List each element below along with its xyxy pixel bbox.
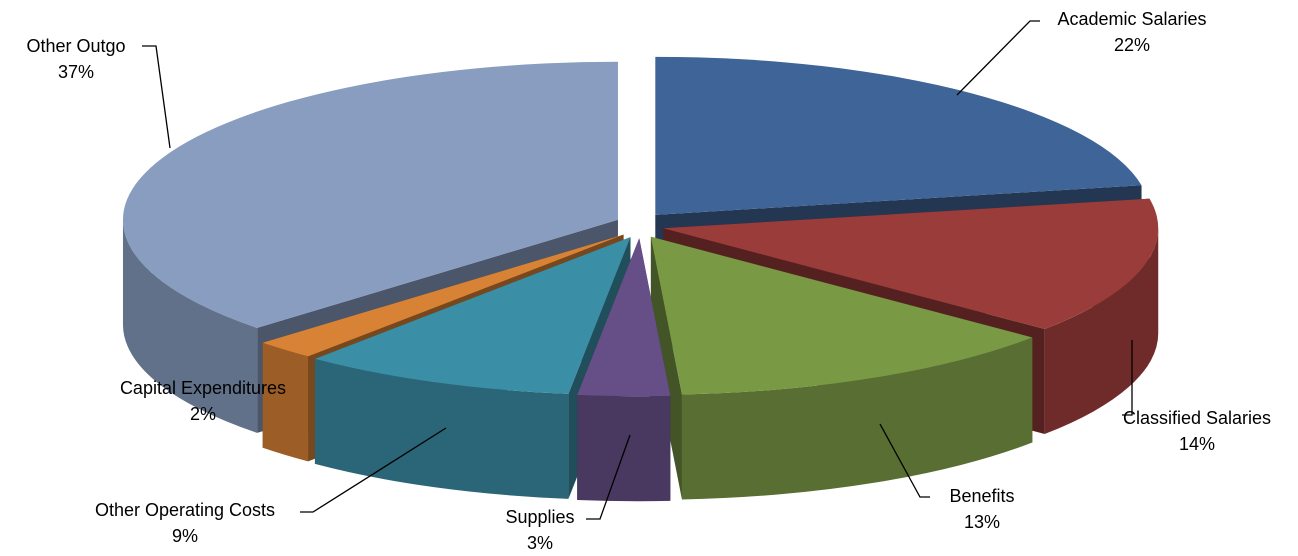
slice-label-other-operating-costs-value: 9% — [172, 526, 198, 546]
slice-label-other-operating-costs-name: Other Operating Costs — [95, 500, 275, 520]
slice-side-benefits — [681, 337, 1033, 500]
slice-label-capital-expenditures-name: Capital Expenditures — [120, 378, 286, 398]
slice-label-benefits-name: Benefits — [949, 486, 1014, 506]
slice-wall-benefits-end — [650, 236, 682, 500]
slice-label-supplies-name: Supplies — [505, 507, 574, 527]
slice-label-benefits-value: 13% — [964, 512, 1000, 532]
slice-top-other-operating-costs — [314, 237, 631, 394]
slice-side-supplies — [577, 394, 671, 502]
leader-line-benefits — [879, 423, 930, 498]
slice-top-supplies — [577, 238, 671, 397]
slice-label-academic-salaries-name: Academic Salaries — [1057, 9, 1206, 29]
slice-supplies — [577, 238, 671, 502]
slice-top-academic-salaries — [655, 56, 1142, 215]
slice-label-classified-salaries-value: 14% — [1179, 434, 1215, 454]
leader-line-other-operating-costs — [300, 427, 447, 513]
slice-side-capital-expenditures — [262, 342, 309, 462]
slice-top-capital-expenditures — [262, 234, 624, 357]
slice-label-academic-salaries-value: 22% — [1114, 35, 1150, 55]
leader-line-other-outgo — [142, 45, 171, 149]
leader-line-classified-salaries — [1122, 340, 1133, 416]
slice-label-supplies-value: 3% — [527, 533, 553, 553]
pie-slices — [122, 56, 1159, 502]
slice-side-classified-salaries — [1044, 228, 1159, 434]
leader-line-academic-salaries — [956, 20, 1040, 96]
slice-top-benefits — [650, 236, 1033, 395]
slice-label-capital-expenditures-value: 2% — [190, 404, 216, 424]
slice-side-other-operating-costs — [314, 358, 569, 499]
slice-label-classified-salaries-name: Classified Salaries — [1123, 408, 1271, 428]
leader-line-supplies — [586, 434, 631, 520]
slice-side-other-outgo — [122, 219, 258, 433]
slice-label-other-outgo-value: 37% — [58, 62, 94, 82]
slice-benefits — [650, 236, 1033, 500]
leader-lines — [142, 20, 1133, 520]
slice-labels: Academic Salaries 22% Classified Salarie… — [26, 9, 1271, 553]
slice-top-other-outgo — [122, 61, 618, 328]
slice-top-classified-salaries — [663, 198, 1159, 329]
slice-label-other-outgo-name: Other Outgo — [26, 36, 125, 56]
